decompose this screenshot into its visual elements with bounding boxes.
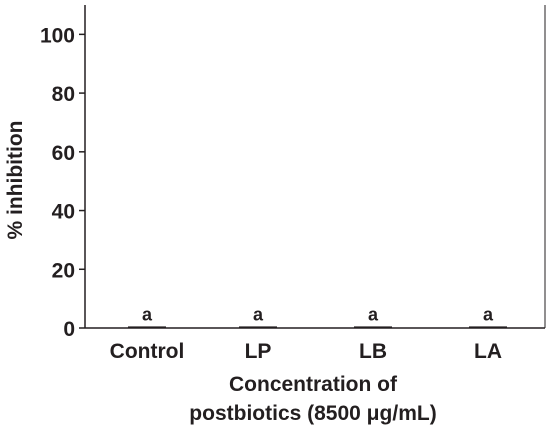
x-axis-title-line1: Concentration of [229,373,398,396]
significance-label: a [253,304,264,324]
x-axis-title-line2: postbiotics (8500 μg/mL) [189,402,436,425]
significance-label: a [368,304,379,324]
x-category-label: LP [245,340,272,363]
y-tick-label: 20 [52,259,75,282]
y-tick-label: 80 [52,83,75,106]
y-tick-label: 40 [52,201,75,224]
significance-label: a [142,304,153,324]
x-category-label: Control [110,340,185,363]
y-tick-label: 60 [52,142,75,165]
y-axis-ticks: 0 20 40 60 80 100 [40,24,85,341]
bar-lb [354,326,392,328]
x-category-label: LB [359,340,387,363]
bar-la [469,326,507,328]
y-tick-label: 100 [40,24,75,47]
y-tick-label: 0 [63,318,75,341]
significance-label: a [483,304,494,324]
bar-control [128,326,166,328]
x-axis-category-labels: Control LP LB LA [110,340,502,363]
x-category-label: LA [474,340,502,363]
bar-lp [239,326,277,328]
y-axis-title: % inhibition [4,121,27,240]
